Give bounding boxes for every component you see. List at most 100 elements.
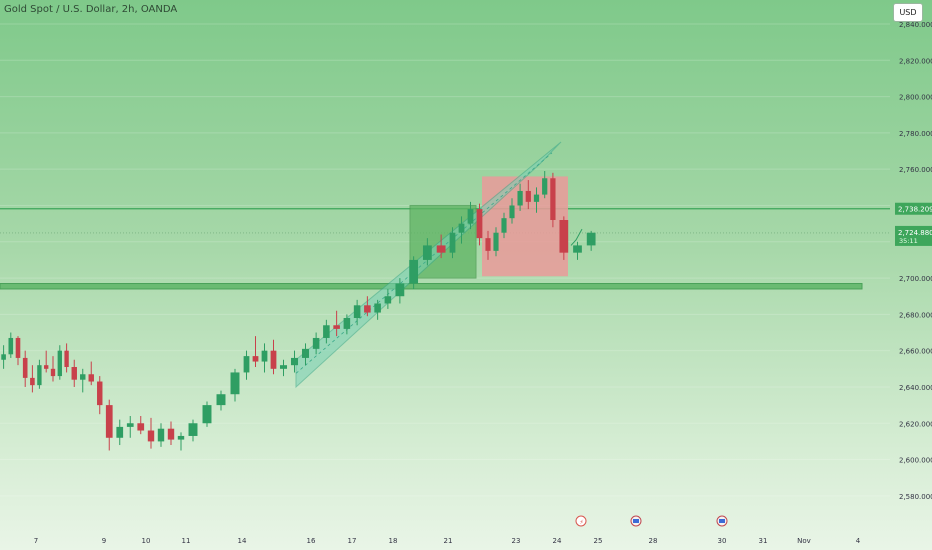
candle-body[interactable]: [364, 305, 371, 313]
candle-body[interactable]: [22, 357, 28, 378]
time-tick-label: 24: [553, 537, 562, 545]
candle-body[interactable]: [533, 194, 540, 202]
candle-body[interactable]: [493, 232, 499, 251]
time-tick-label: 28: [649, 537, 658, 545]
candle-body[interactable]: [177, 435, 185, 440]
candle-body[interactable]: [261, 350, 268, 362]
price-tick-label: 2,660.000: [899, 348, 932, 356]
candle-body[interactable]: [270, 350, 277, 369]
candle-body[interactable]: [279, 365, 288, 369]
candle-body[interactable]: [517, 190, 523, 206]
candle-body[interactable]: [97, 381, 103, 406]
candle-body[interactable]: [137, 423, 145, 431]
candle-body[interactable]: [126, 423, 134, 427]
candle-body[interactable]: [374, 303, 381, 313]
candle-body[interactable]: [105, 405, 113, 438]
price-tick-label: 2,620.000: [899, 420, 932, 428]
time-tick-label: 10: [142, 537, 151, 545]
price-tick-label: 2,700.000: [899, 275, 932, 283]
candle-body[interactable]: [202, 405, 212, 424]
time-tick-label: 14: [238, 537, 247, 545]
price-tick-label: 2,780.000: [899, 130, 932, 138]
candle-body[interactable]: [15, 337, 21, 358]
time-tick-label: 25: [594, 537, 603, 545]
candle-body[interactable]: [30, 377, 35, 386]
candle-body[interactable]: [252, 356, 259, 362]
candle-body[interactable]: [147, 430, 155, 442]
level-price-text: 2,738.209: [898, 206, 932, 214]
candle-body[interactable]: [436, 245, 446, 253]
candle-body[interactable]: [395, 283, 405, 297]
channel-midline: [295, 152, 553, 374]
candle-body[interactable]: [88, 374, 94, 382]
candle-body[interactable]: [422, 245, 432, 260]
candle-body[interactable]: [542, 178, 548, 195]
flag-icon: [633, 519, 639, 523]
time-tick-label: 4: [856, 537, 861, 545]
projection-line: [570, 228, 583, 246]
candle-body[interactable]: [80, 374, 86, 380]
time-tick-label: 9: [102, 537, 106, 545]
candle-body[interactable]: [312, 337, 320, 349]
price-tick-label: 2,820.000: [899, 57, 932, 65]
candle-body[interactable]: [301, 348, 310, 358]
time-tick-label: 30: [718, 537, 727, 545]
countdown-text: 35:11: [899, 237, 918, 245]
candle-body[interactable]: [353, 305, 361, 318]
candle-body[interactable]: [290, 357, 299, 366]
candle-body[interactable]: [467, 209, 474, 224]
flash-icon: ⚡: [580, 519, 584, 526]
candle-body[interactable]: [243, 356, 250, 373]
candle-body[interactable]: [550, 178, 556, 220]
time-tick-label: 21: [444, 537, 453, 545]
candle-body[interactable]: [116, 426, 124, 438]
candle-body[interactable]: [476, 209, 483, 239]
time-tick-label: 16: [307, 537, 316, 545]
candle-body[interactable]: [1, 354, 6, 360]
candle-body[interactable]: [44, 365, 49, 369]
candle-body[interactable]: [509, 205, 515, 219]
candle-body[interactable]: [188, 423, 198, 436]
flag-icon: [719, 519, 725, 523]
time-tick-label: 23: [512, 537, 521, 545]
time-tick-label: 17: [348, 537, 357, 545]
candle-body[interactable]: [333, 325, 340, 329]
time-tick-label: 11: [182, 537, 191, 545]
time-tick-label: 31: [759, 537, 768, 545]
currency-button[interactable]: USD: [893, 3, 923, 22]
candle-body[interactable]: [64, 350, 69, 367]
candle-body[interactable]: [559, 220, 569, 253]
candle-body[interactable]: [50, 368, 56, 377]
level-price-badge: [895, 202, 932, 215]
price-tick-label: 2,680.000: [899, 311, 932, 319]
candle-body[interactable]: [458, 223, 465, 233]
time-tick-label: 7: [34, 537, 38, 545]
economic-event-icon[interactable]: [575, 515, 587, 527]
price-tick-label: 2,640.000: [899, 384, 932, 392]
candle-body[interactable]: [384, 296, 392, 304]
time-tick-label: 18: [389, 537, 398, 545]
candle-body[interactable]: [525, 190, 531, 202]
candle-body[interactable]: [323, 325, 330, 338]
candle-body[interactable]: [157, 428, 165, 442]
candle-body[interactable]: [586, 232, 596, 246]
candle-body[interactable]: [216, 394, 226, 406]
candle-body[interactable]: [8, 337, 14, 355]
support-zone[interactable]: [0, 283, 863, 290]
time-tick-label: Nov: [797, 537, 811, 545]
current-price-badge: [895, 225, 932, 246]
candle-body[interactable]: [57, 350, 62, 377]
candle-body[interactable]: [343, 318, 351, 329]
candle-body[interactable]: [501, 218, 507, 233]
candle-body[interactable]: [573, 245, 582, 253]
candle-body[interactable]: [449, 232, 456, 253]
candle-body[interactable]: [167, 428, 175, 440]
candle-body[interactable]: [230, 372, 240, 395]
symbol-title: Gold Spot / U.S. Dollar, 2h, OANDA: [4, 4, 178, 15]
candle-body[interactable]: [71, 367, 77, 380]
candle-body[interactable]: [485, 238, 491, 251]
candle-body[interactable]: [409, 259, 419, 284]
candle-body[interactable]: [37, 365, 42, 386]
